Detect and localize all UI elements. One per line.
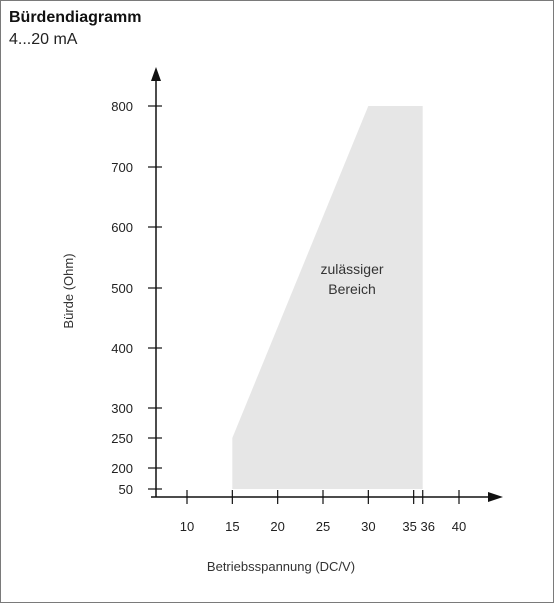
x-axis-arrow	[488, 492, 503, 502]
y-tick-label: 250	[111, 431, 133, 446]
x-tick-label: 30	[361, 519, 375, 534]
x-tick-label: 20	[270, 519, 284, 534]
y-axis-label: Bürde (Ohm)	[61, 253, 76, 328]
y-tick-label: 600	[111, 220, 133, 235]
x-tick-label: 40	[452, 519, 466, 534]
y-tick-label: 800	[111, 99, 133, 114]
permissible-region	[232, 106, 423, 489]
x-tick-label: 36	[420, 519, 434, 534]
region-label-line1: zulässiger	[320, 261, 383, 277]
region-label-line2: Bereich	[328, 281, 375, 297]
x-tick-label: 35	[402, 519, 416, 534]
chart-subtitle: 4...20 mA	[9, 31, 78, 48]
x-tick-label: 25	[316, 519, 330, 534]
y-axis-arrow	[151, 67, 161, 81]
y-tick-label: 400	[111, 341, 133, 356]
y-tick-label: 300	[111, 401, 133, 416]
x-tick-label: 15	[225, 519, 239, 534]
y-tick-label: 200	[111, 461, 133, 476]
x-tick-label: 10	[180, 519, 194, 534]
y-tick-label: 500	[111, 281, 133, 296]
x-axis-label: Betriebsspannung (DC/V)	[207, 559, 355, 574]
y-tick-label: 700	[111, 160, 133, 175]
chart-title: Bürdendiagramm	[9, 9, 142, 26]
y-tick-label: 50	[119, 482, 133, 497]
